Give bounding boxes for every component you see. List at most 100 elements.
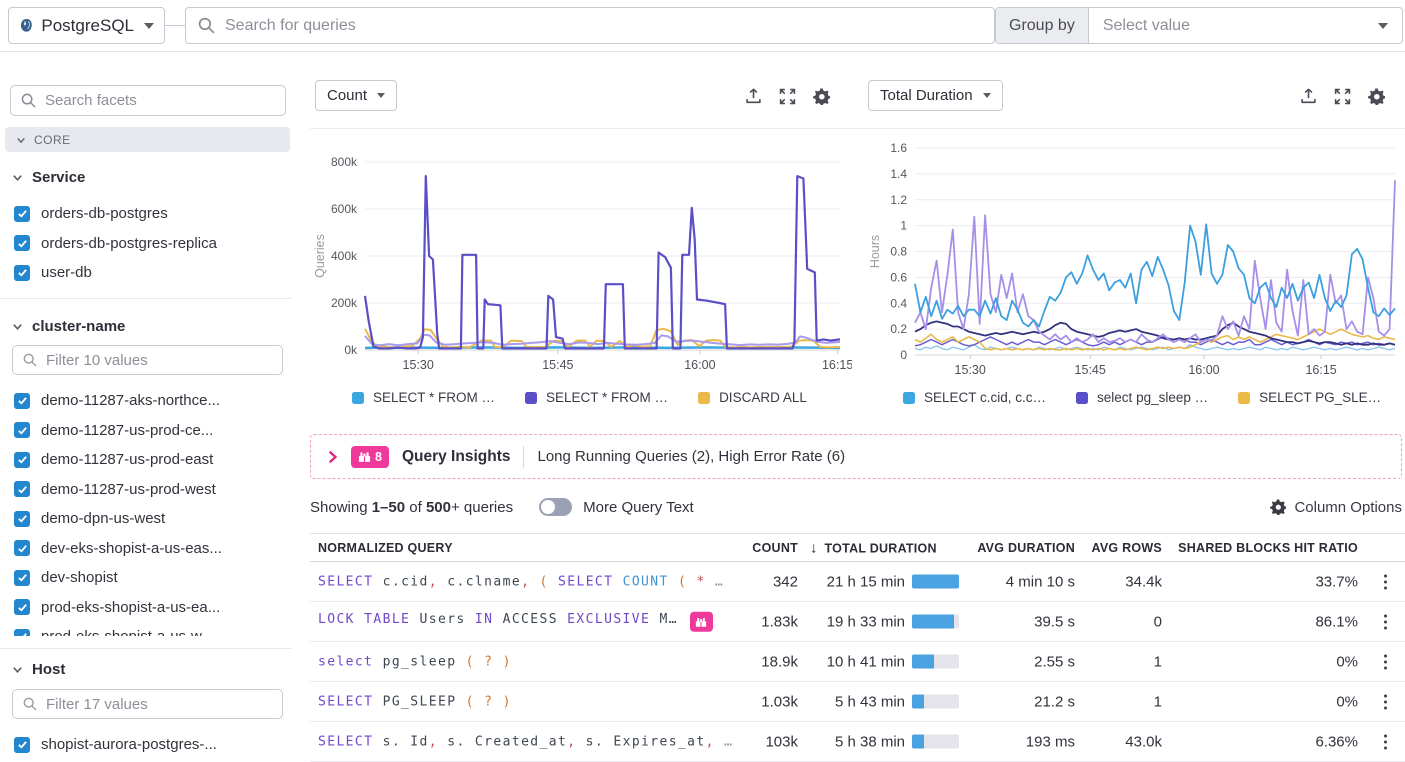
- checkbox-checked[interactable]: [14, 510, 30, 527]
- cluster-filter-input[interactable]: Filter 10 values: [12, 345, 283, 375]
- checkbox-checked[interactable]: [14, 205, 30, 222]
- facet-section-host[interactable]: Host: [12, 661, 65, 678]
- row-menu-kebab-icon[interactable]: [1372, 654, 1398, 669]
- total-duration-chart[interactable]: 0 0.2 0.4 0.6 0.8 1 1.2 1.4 1.6 15:30 15:45 16:00 16…: [865, 135, 1405, 383]
- legend-item[interactable]: SELECT * FROM …: [525, 390, 668, 405]
- facet-item-cluster-name[interactable]: demo-11287-us-prod-ce...: [0, 416, 296, 446]
- binoculars-icon: [358, 451, 371, 462]
- table-header-row: NORMALIZED QUERY COUNT ↓ TOTAL DURATION …: [310, 533, 1405, 562]
- row-menu-kebab-icon[interactable]: [1372, 734, 1398, 749]
- sort-desc-icon: ↓: [810, 539, 818, 556]
- checkbox-checked[interactable]: [14, 481, 30, 498]
- facet-item-cluster-name[interactable]: demo-dpn-us-west: [0, 504, 296, 534]
- table-row[interactable]: LOCK TABLE Users IN ACCESS EXCLUSIVE M… 1…: [310, 602, 1405, 642]
- showing-text: Showing 1–50 of 500+ queries: [310, 498, 514, 516]
- column-options-button[interactable]: Column Options: [1270, 499, 1402, 516]
- col-shared-blocks-hit-ratio[interactable]: SHARED BLOCKS HIT RATIO: [1178, 540, 1358, 555]
- queries-table: NORMALIZED QUERY COUNT ↓ TOTAL DURATION …: [310, 533, 1405, 762]
- legend-item[interactable]: SELECT * FROM …: [352, 390, 495, 405]
- table-row[interactable]: SELECT s. Id, s. Created_at, s. Expires_…: [310, 722, 1405, 762]
- col-avg-duration[interactable]: AVG DURATION: [977, 540, 1075, 555]
- col-total-duration[interactable]: ↓ TOTAL DURATION: [810, 539, 937, 556]
- query-insight-flag[interactable]: [689, 611, 713, 632]
- group-by-select[interactable]: Select value: [1089, 8, 1402, 43]
- facet-item-label: shopist-aurora-postgres-...: [41, 736, 217, 754]
- facet-item-cluster-name[interactable]: demo-11287-aks-northce...: [0, 386, 296, 416]
- table-row[interactable]: SELECT c.cid, c.clname, ( SELECT COUNT (…: [310, 562, 1405, 602]
- table-row[interactable]: SELECT PG_SLEEP ( ? ) 1.03k 5 h 43 min 21.2…: [310, 682, 1405, 722]
- normalized-query[interactable]: select pg_sleep ( ? ): [318, 654, 512, 669]
- normalized-query[interactable]: SELECT PG_SLEEP ( ? ): [318, 694, 512, 709]
- legend-item[interactable]: SELECT c.cid, c.c…: [903, 390, 1046, 405]
- facet-item-cluster-name[interactable]: demo-11287-us-prod-west: [0, 475, 296, 505]
- facet-item-cluster-name[interactable]: demo-11287-us-prod-east: [0, 445, 296, 475]
- total-duration-cell: 10 h 41 min: [810, 653, 960, 670]
- product-selector[interactable]: PostgreSQL: [8, 7, 165, 44]
- facet-item-cluster-name[interactable]: dev-eks-shopist-a-us-eas...: [0, 534, 296, 564]
- legend-label: SELECT * FROM …: [546, 390, 669, 405]
- row-menu-kebab-icon[interactable]: [1372, 614, 1398, 629]
- svg-text:15:30: 15:30: [403, 358, 434, 372]
- facet-item-cluster-name[interactable]: prod-eks-shopist-a-us-w...: [0, 622, 296, 636]
- col-count[interactable]: COUNT: [752, 540, 798, 555]
- col-avg-rows[interactable]: AVG ROWS: [1091, 540, 1162, 555]
- checkbox-checked[interactable]: [14, 540, 30, 557]
- gear-icon[interactable]: [813, 88, 830, 105]
- gear-icon[interactable]: [1368, 88, 1385, 105]
- total-duration-cell: 21 h 15 min: [810, 573, 960, 590]
- checkbox-checked[interactable]: [14, 451, 30, 468]
- expand-icon[interactable]: [1334, 88, 1351, 105]
- total-duration-value: 5 h 43 min: [834, 693, 905, 710]
- facet-item-cluster-name[interactable]: prod-eks-shopist-a-us-ea...: [0, 593, 296, 623]
- legend-item[interactable]: select pg_sleep …: [1076, 390, 1208, 405]
- facet-item-service[interactable]: orders-db-postgres-replica: [0, 229, 296, 259]
- total-duration-value: 19 h 33 min: [826, 613, 905, 630]
- normalized-query[interactable]: SELECT c.cid, c.clname, ( SELECT COUNT (…: [318, 574, 725, 589]
- row-menu-kebab-icon[interactable]: [1372, 574, 1398, 589]
- export-icon[interactable]: [745, 88, 762, 105]
- count-chart[interactable]: 0k 200k 400k 600k 800k 15:30 15:45 16:00 16:15 Qu…: [310, 135, 852, 383]
- normalized-query[interactable]: SELECT s. Id, s. Created_at, s. Expires_…: [318, 734, 734, 749]
- facet-section-service[interactable]: Service: [12, 169, 85, 186]
- host-filter-input[interactable]: Filter 17 values: [12, 689, 283, 719]
- facet-item-cluster-name[interactable]: dev-shopist: [0, 563, 296, 593]
- legend-item[interactable]: SELECT PG_SLE…: [1238, 390, 1381, 405]
- facet-search-input[interactable]: Search facets: [10, 85, 286, 116]
- expand-icon[interactable]: [779, 88, 796, 105]
- checkbox-checked[interactable]: [14, 628, 30, 636]
- checkbox-checked[interactable]: [14, 392, 30, 409]
- export-icon[interactable]: [1300, 88, 1317, 105]
- metric-select-total-duration[interactable]: Total Duration: [868, 80, 1003, 111]
- col-normalized-query[interactable]: NORMALIZED QUERY: [318, 540, 453, 555]
- shared-blocks-hit-ratio-value: 0%: [1336, 693, 1358, 710]
- checkbox-checked[interactable]: [14, 264, 30, 281]
- facet-group-core[interactable]: CORE: [5, 127, 290, 152]
- facet-item-service[interactable]: user-db: [0, 258, 296, 288]
- legend-item[interactable]: DISCARD ALL: [698, 390, 807, 405]
- more-query-text-toggle[interactable]: [539, 498, 573, 516]
- metric-select-count[interactable]: Count: [315, 80, 398, 111]
- avg-rows-value: 34.4k: [1125, 573, 1162, 590]
- svg-text:15:30: 15:30: [955, 363, 986, 377]
- facet-item-service[interactable]: orders-db-postgres: [0, 199, 296, 229]
- series-purple-mid: [914, 336, 1396, 347]
- checkbox-checked[interactable]: [14, 235, 30, 252]
- checkbox-checked[interactable]: [14, 422, 30, 439]
- total-duration-cell: 5 h 38 min: [810, 733, 960, 750]
- facet-section-cluster-name[interactable]: cluster-name: [12, 318, 125, 335]
- facet-item-host[interactable]: shopist-aurora-postgres-...: [0, 730, 296, 759]
- query-search-input[interactable]: Search for queries: [185, 7, 995, 44]
- svg-text:0.4: 0.4: [890, 296, 907, 310]
- query-insights-banner[interactable]: 8 Query Insights Long Running Queries (2…: [310, 434, 1402, 479]
- row-menu-kebab-icon[interactable]: [1372, 694, 1398, 709]
- svg-text:16:15: 16:15: [822, 358, 852, 372]
- search-icon: [23, 353, 37, 367]
- checkbox-checked[interactable]: [14, 736, 30, 753]
- legend-swatch: [525, 391, 538, 404]
- checkbox-checked[interactable]: [14, 599, 30, 616]
- normalized-query[interactable]: LOCK TABLE Users IN ACCESS EXCLUSIVE M…: [318, 611, 713, 632]
- table-row[interactable]: select pg_sleep ( ? ) 18.9k 10 h 41 min 2.5…: [310, 642, 1405, 682]
- duration-bar: [912, 734, 959, 749]
- checkbox-checked[interactable]: [14, 569, 30, 586]
- facet-item-label: prod-eks-shopist-a-us-w...: [41, 628, 214, 636]
